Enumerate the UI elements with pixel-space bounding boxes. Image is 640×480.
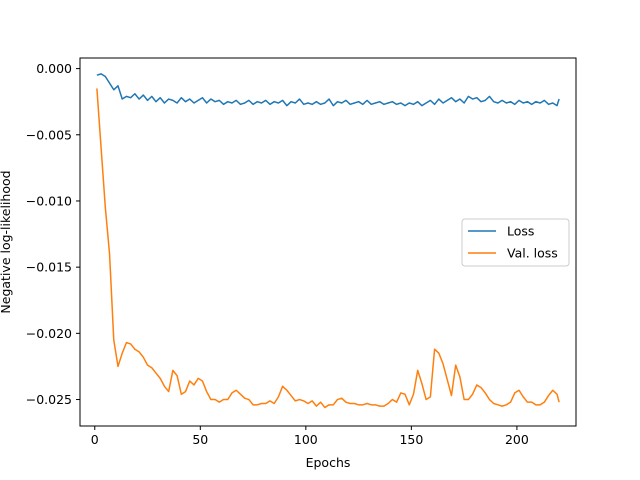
y-tick-label: −0.020: [26, 326, 72, 341]
y-tick-label: 0.000: [36, 61, 72, 76]
plot-area: [96, 73, 560, 409]
series-line-val-loss: [96, 88, 560, 409]
y-axis: 0.000 −0.005 −0.010 −0.015 −0.020 −0.025: [26, 61, 80, 407]
x-tick-label: 200: [505, 432, 529, 447]
x-axis-label: Epochs: [306, 455, 351, 470]
axes-frame: [79, 57, 577, 427]
y-axis-label: Negative log-likelihood: [0, 170, 13, 313]
legend-label-loss: Loss: [507, 224, 534, 239]
y-tick-label: −0.015: [26, 260, 72, 275]
series-line-loss: [96, 73, 560, 107]
legend: Loss Val. loss: [461, 218, 570, 267]
y-tick-label: −0.025: [26, 392, 72, 407]
y-tick-label: −0.005: [26, 127, 72, 142]
legend-label-val-loss: Val. loss: [507, 246, 558, 261]
y-tick-label: −0.010: [26, 193, 72, 208]
x-tick-label: 0: [91, 432, 99, 447]
x-tick-label: 50: [192, 432, 208, 447]
x-axis: 0 50 100 150 200: [91, 426, 529, 447]
x-tick-label: 150: [399, 432, 423, 447]
x-tick-label: 100: [294, 432, 318, 447]
